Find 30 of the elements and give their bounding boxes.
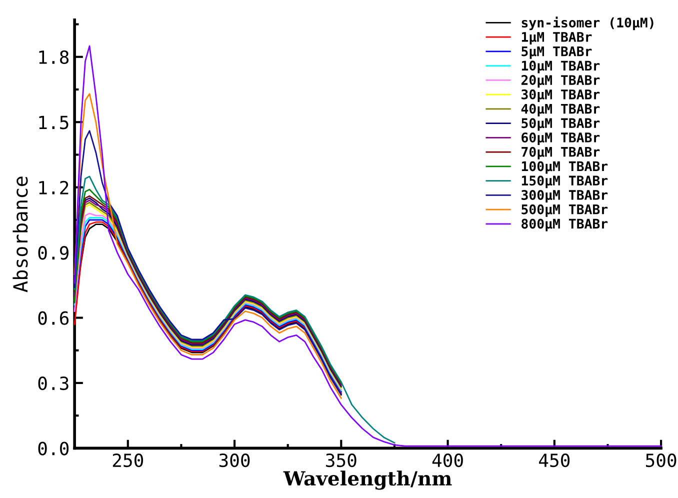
legend-label: 150μM TBABr [522,176,608,188]
legend-label: 70μM TBABr [522,146,600,160]
x-tick-label: 250 [112,453,144,468]
x-tick-label: 300 [219,453,250,468]
y-tick-label: 1.5 [39,116,68,130]
legend-label: 100μM TBABr [522,161,608,174]
legend-label: 1μM TBABr [522,32,592,44]
legend-label: 10μM TBABr [522,60,600,74]
y-tick-label: 0.6 [38,311,69,325]
legend-label: 30μM TBABr [522,89,600,102]
x-axis-title: Wavelength/nm [283,470,452,490]
x-tick-label: 500 [646,453,676,468]
x-tick-label: 350 [326,453,356,468]
legend-label: 300μM TBABr [522,190,608,203]
legend-label: 60μM TBABr [522,132,600,146]
x-tick-label: 450 [539,453,570,468]
y-tick-label: 1.8 [39,50,69,64]
x-tick-label: 400 [432,453,463,468]
legend-label: 500μM TBABr [522,204,608,217]
y-tick-label: 1.2 [39,180,68,194]
legend-label: 5μM TBABr [522,46,592,59]
legend-label: syn-isomer (10μM) [522,16,654,30]
y-tick-label: 0.0 [38,442,69,456]
legend-label: 800μM TBABr [522,218,608,232]
legend-label: 50μM TBABr [522,118,600,131]
y-tick-label: 0.3 [38,376,68,390]
y-axis-title: Absorbance [12,176,28,292]
legend-label: 40μM TBABr [521,104,600,116]
legend-label: 20μM TBABr [521,75,600,88]
y-tick-label: 0.9 [38,246,68,260]
